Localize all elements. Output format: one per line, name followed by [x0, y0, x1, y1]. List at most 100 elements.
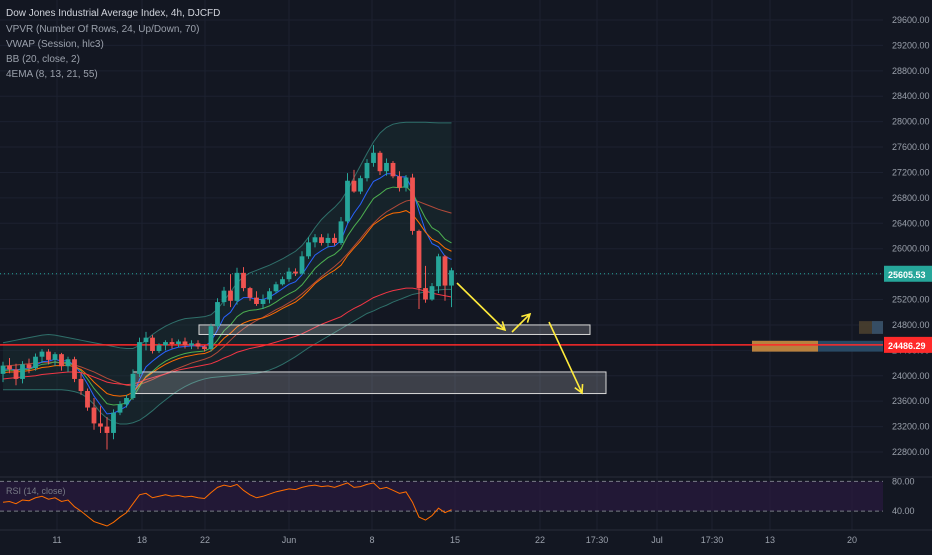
annotation-arrow-down-2[interactable]	[548, 321, 583, 394]
candle-body[interactable]	[182, 341, 188, 346]
annotation-arrow-down-2-head	[574, 383, 584, 395]
candle-body[interactable]	[312, 237, 318, 243]
candle-body[interactable]	[351, 180, 357, 192]
candle-body[interactable]	[65, 359, 71, 367]
candle-body[interactable]	[260, 299, 266, 304]
candle-body[interactable]	[416, 230, 422, 289]
candle-body[interactable]	[254, 297, 259, 304]
candle-body[interactable]	[150, 337, 155, 351]
y-axis-tick-label: 24000.00	[892, 371, 930, 381]
candle-body[interactable]	[137, 342, 142, 374]
candle-body[interactable]	[20, 364, 25, 379]
x-axis-tick-label: 13	[765, 535, 775, 545]
candle-body[interactable]	[189, 343, 194, 346]
y-axis-tick-label: 28000.00	[892, 117, 930, 127]
rsi-label[interactable]: RSI (14, close)	[6, 486, 66, 496]
candle-body[interactable]	[299, 256, 305, 274]
candle-body[interactable]	[130, 373, 136, 398]
candle-body[interactable]	[117, 404, 123, 413]
y-axis-tick-label: 26400.00	[892, 218, 930, 228]
candle-body[interactable]	[377, 152, 383, 172]
candle-body[interactable]	[410, 177, 415, 231]
candle-body[interactable]	[13, 369, 19, 379]
candle-body[interactable]	[39, 351, 45, 357]
candle-body[interactable]	[397, 176, 402, 188]
candle-body[interactable]	[423, 288, 428, 300]
candle-body[interactable]	[156, 345, 162, 351]
indicator-bb-label[interactable]: BB (20, close, 2)	[6, 54, 80, 65]
candle-body[interactable]	[286, 271, 292, 280]
candle-body[interactable]	[7, 365, 12, 370]
candle-body[interactable]	[364, 162, 370, 179]
candle-body[interactable]	[325, 237, 331, 243]
candle-body[interactable]	[338, 221, 344, 243]
x-axis-tick-label: Jul	[651, 535, 663, 545]
candle-body[interactable]	[195, 343, 201, 347]
candle-body[interactable]	[163, 342, 168, 346]
candle-body[interactable]	[169, 342, 175, 344]
y-axis-tick-label: 28400.00	[892, 91, 930, 101]
candle-body[interactable]	[91, 407, 97, 424]
indicator-vpvr-label[interactable]: VPVR (Number Of Rows, 24, Up/Down, 70)	[6, 24, 200, 35]
x-axis-tick-label: 15	[450, 535, 460, 545]
rsi-band	[0, 481, 883, 512]
vpvr-bar	[752, 340, 818, 352]
candle-body[interactable]	[247, 288, 253, 298]
candle-body[interactable]	[85, 391, 90, 408]
candle-body[interactable]	[429, 286, 435, 300]
x-axis-tick-label: 20	[847, 535, 857, 545]
candle-body[interactable]	[59, 354, 64, 367]
candle-body[interactable]	[390, 162, 396, 177]
annotation-arrow-down-1[interactable]	[456, 282, 506, 331]
y-axis-tick-label: 23600.00	[892, 396, 930, 406]
candle-body[interactable]	[98, 423, 103, 427]
candle-body[interactable]	[241, 272, 246, 289]
candle-body[interactable]	[306, 242, 311, 257]
candle-body[interactable]	[234, 272, 240, 301]
candle-body[interactable]	[52, 354, 58, 360]
candle-body[interactable]	[371, 152, 376, 163]
x-axis-tick-label: Jun	[282, 535, 297, 545]
candle-body[interactable]	[143, 337, 149, 343]
candle-body[interactable]	[208, 326, 214, 350]
candle-body[interactable]	[273, 284, 279, 292]
candle-body[interactable]	[319, 237, 324, 243]
candle-body[interactable]	[449, 270, 454, 286]
bollinger-upper-line	[2, 121, 452, 349]
candle-body[interactable]	[384, 162, 389, 172]
candle-body[interactable]	[267, 291, 272, 300]
candle-body[interactable]	[442, 256, 448, 286]
candle-body[interactable]	[0, 365, 6, 374]
candle-body[interactable]	[403, 177, 409, 188]
bollinger-band-fill	[3, 122, 452, 425]
candle-body[interactable]	[26, 364, 32, 369]
candle-body[interactable]	[215, 302, 220, 327]
candle-body[interactable]	[332, 237, 337, 243]
candle-body[interactable]	[221, 290, 227, 303]
candle-body[interactable]	[124, 398, 129, 405]
candle-body[interactable]	[72, 359, 77, 379]
zone-box[interactable]	[132, 371, 607, 395]
candle-body[interactable]	[293, 271, 298, 274]
candle-body[interactable]	[280, 279, 285, 285]
candle-body[interactable]	[202, 346, 207, 350]
x-axis-tick-label: 8	[369, 535, 374, 545]
candle-body[interactable]	[345, 180, 350, 222]
symbol-title[interactable]: Dow Jones Industrial Average Index, 4h, …	[6, 8, 221, 19]
zone-box[interactable]	[198, 324, 591, 335]
x-axis-tick-label: 22	[535, 535, 545, 545]
annotation-arrow-up[interactable]	[511, 313, 531, 333]
candle-body[interactable]	[104, 426, 110, 433]
candle-body[interactable]	[33, 356, 38, 369]
candle-body[interactable]	[436, 256, 441, 287]
candle-body[interactable]	[358, 178, 363, 192]
indicator-vwap-label[interactable]: VWAP (Session, hlc3)	[6, 39, 104, 50]
candle-body[interactable]	[111, 412, 116, 433]
candle-body[interactable]	[176, 341, 181, 344]
indicator-ema-label[interactable]: 4EMA (8, 13, 21, 55)	[6, 69, 98, 80]
candle-body[interactable]	[46, 351, 51, 360]
candle-body[interactable]	[78, 378, 84, 392]
candle-body[interactable]	[228, 290, 233, 301]
